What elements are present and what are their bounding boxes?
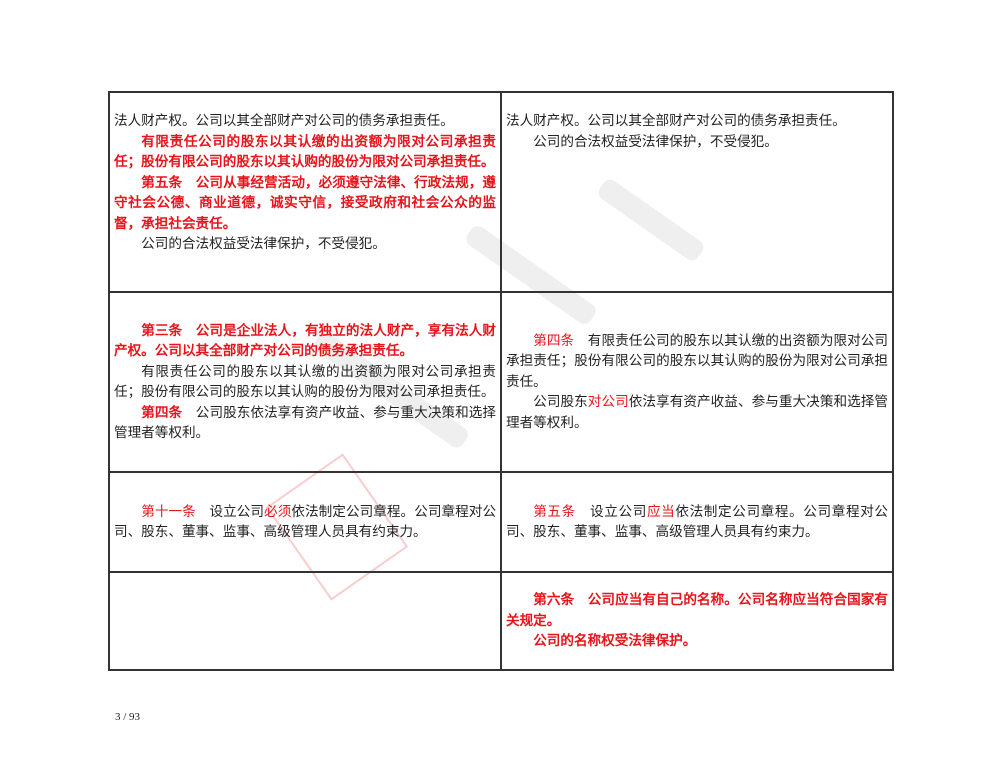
changed-text: 应当	[646, 503, 676, 520]
text: 依法制定公司章程。公司章程对公司、股东、董事、监事、高级管理人员具有约束力。	[114, 503, 497, 541]
text: 公司的合法权益受法律保护，不受侵犯。	[533, 133, 778, 150]
old-text-cell: 第三条 公司是企业法人，有独立的法人财产，享有法人财产权。公司以其全部财产对公司…	[108, 291, 502, 473]
page-number: 3 / 93	[115, 711, 141, 723]
text: 公司股东依法享有资产收益、参与重大决策和选择管理者等权利。	[114, 404, 497, 442]
new-text-cell: 第五条 设立公司应当依法制定公司章程。公司章程对公司、股东、董事、监事、高级管理…	[500, 471, 894, 573]
paragraph: 第四条 有限责任公司的股东以其认缴的出资额为限对公司承担责任；股份有限公司的股东…	[506, 331, 888, 393]
changed-text: 必须	[264, 503, 292, 520]
paragraph: 公司的合法权益受法律保护，不受侵犯。	[114, 234, 496, 255]
paragraph: 法人财产权。公司以其全部财产对公司的债务承担责任。	[114, 111, 496, 132]
old-text-cell	[108, 571, 502, 671]
paragraph-changed: 有限责任公司的股东以其认缴的出资额为限对公司承担责任；股份有限公司的股东以其认购…	[114, 132, 496, 173]
text: 第六条 公司应当有自己的名称。公司名称应当符合国家有关规定。	[506, 592, 888, 629]
new-text-cell: 法人财产权。公司以其全部财产对公司的债务承担责任。 公司的合法权益受法律保护，不…	[500, 91, 894, 293]
table-row: 第三条 公司是企业法人，有独立的法人财产，享有法人财产权。公司以其全部财产对公司…	[108, 291, 894, 473]
text: 有限责任公司的股东以其认缴的出资额为限对公司承担责任；股份有限公司的股东以其认购…	[114, 363, 496, 401]
paragraph: 公司股东对公司依法享有资产收益、参与重大决策和选择管理者等权利。	[506, 392, 888, 433]
new-text-cell: 第六条 公司应当有自己的名称。公司名称应当符合国家有关规定。 公司的名称权受法律…	[500, 571, 894, 671]
table-row: 法人财产权。公司以其全部财产对公司的债务承担责任。 有限责任公司的股东以其认缴的…	[108, 91, 894, 293]
text: 设立公司	[575, 503, 647, 520]
old-text-cell: 法人财产权。公司以其全部财产对公司的债务承担责任。 有限责任公司的股东以其认缴的…	[108, 91, 502, 293]
text: 公司的名称权受法律保护。	[533, 633, 697, 650]
text: 依法享有资产收益、参与重大决策和选择管理者等权利。	[506, 394, 889, 431]
text: 依法制定公司章程。公司章程对公司、股东、董事、监事、高级管理人员具有约束力。	[506, 503, 889, 541]
text: 法人财产权。公司以其全部财产对公司的债务承担责任。	[506, 113, 846, 129]
text: 设立公司	[195, 503, 265, 520]
old-text-cell: 第十一条 设立公司必须依法制定公司章程。公司章程对公司、股东、董事、监事、高级管…	[108, 471, 502, 573]
article-number: 第十一条	[141, 503, 196, 520]
table-row: 第十一条 设立公司必须依法制定公司章程。公司章程对公司、股东、董事、监事、高级管…	[108, 471, 894, 573]
paragraph: 法人财产权。公司以其全部财产对公司的债务承担责任。	[506, 111, 888, 132]
table-row: 第六条 公司应当有自己的名称。公司名称应当符合国家有关规定。 公司的名称权受法律…	[108, 571, 894, 671]
comparison-table: 法人财产权。公司以其全部财产对公司的债务承担责任。 有限责任公司的股东以其认缴的…	[108, 91, 894, 671]
article-number: 第四条	[141, 404, 183, 421]
text: 第五条 公司从事经营活动，必须遵守法律、行政法规，遵守社会公德、商业道德，诚实守…	[114, 174, 496, 232]
paragraph: 第十一条 设立公司必须依法制定公司章程。公司章程对公司、股东、董事、监事、高级管…	[114, 502, 496, 543]
paragraph: 有限责任公司的股东以其认缴的出资额为限对公司承担责任；股份有限公司的股东以其认购…	[114, 362, 496, 403]
article-number: 第四条	[533, 332, 575, 349]
text: 有限责任公司的股东以其认缴的出资额为限对公司承担责任；股份有限公司的股东以其认购…	[114, 133, 496, 171]
text: 法人财产权。公司以其全部财产对公司的债务承担责任。	[114, 113, 454, 129]
changed-text: 对公司	[587, 394, 629, 411]
paragraph: 第四条 公司股东依法享有资产收益、参与重大决策和选择管理者等权利。	[114, 403, 496, 444]
paragraph-changed: 第六条 公司应当有自己的名称。公司名称应当符合国家有关规定。	[506, 590, 888, 631]
article-number: 第五条	[533, 503, 576, 520]
text: 公司股东	[533, 394, 588, 411]
text: 公司的合法权益受法律保护，不受侵犯。	[141, 236, 386, 252]
text: 第三条 公司是企业法人，有独立的法人财产，享有法人财产权。公司以其全部财产对公司…	[114, 322, 496, 360]
paragraph-changed: 公司的名称权受法律保护。	[506, 631, 888, 652]
paragraph-changed: 第三条 公司是企业法人，有独立的法人财产，享有法人财产权。公司以其全部财产对公司…	[114, 321, 496, 362]
paragraph: 公司的合法权益受法律保护，不受侵犯。	[506, 132, 888, 153]
paragraph-changed: 第五条 公司从事经营活动，必须遵守法律、行政法规，遵守社会公德、商业道德，诚实守…	[114, 173, 496, 235]
text: 有限责任公司的股东以其认缴的出资额为限对公司承担责任；股份有限公司的股东以其认购…	[506, 332, 889, 390]
paragraph: 第五条 设立公司应当依法制定公司章程。公司章程对公司、股东、董事、监事、高级管理…	[506, 502, 888, 543]
new-text-cell: 第四条 有限责任公司的股东以其认缴的出资额为限对公司承担责任；股份有限公司的股东…	[500, 291, 894, 473]
